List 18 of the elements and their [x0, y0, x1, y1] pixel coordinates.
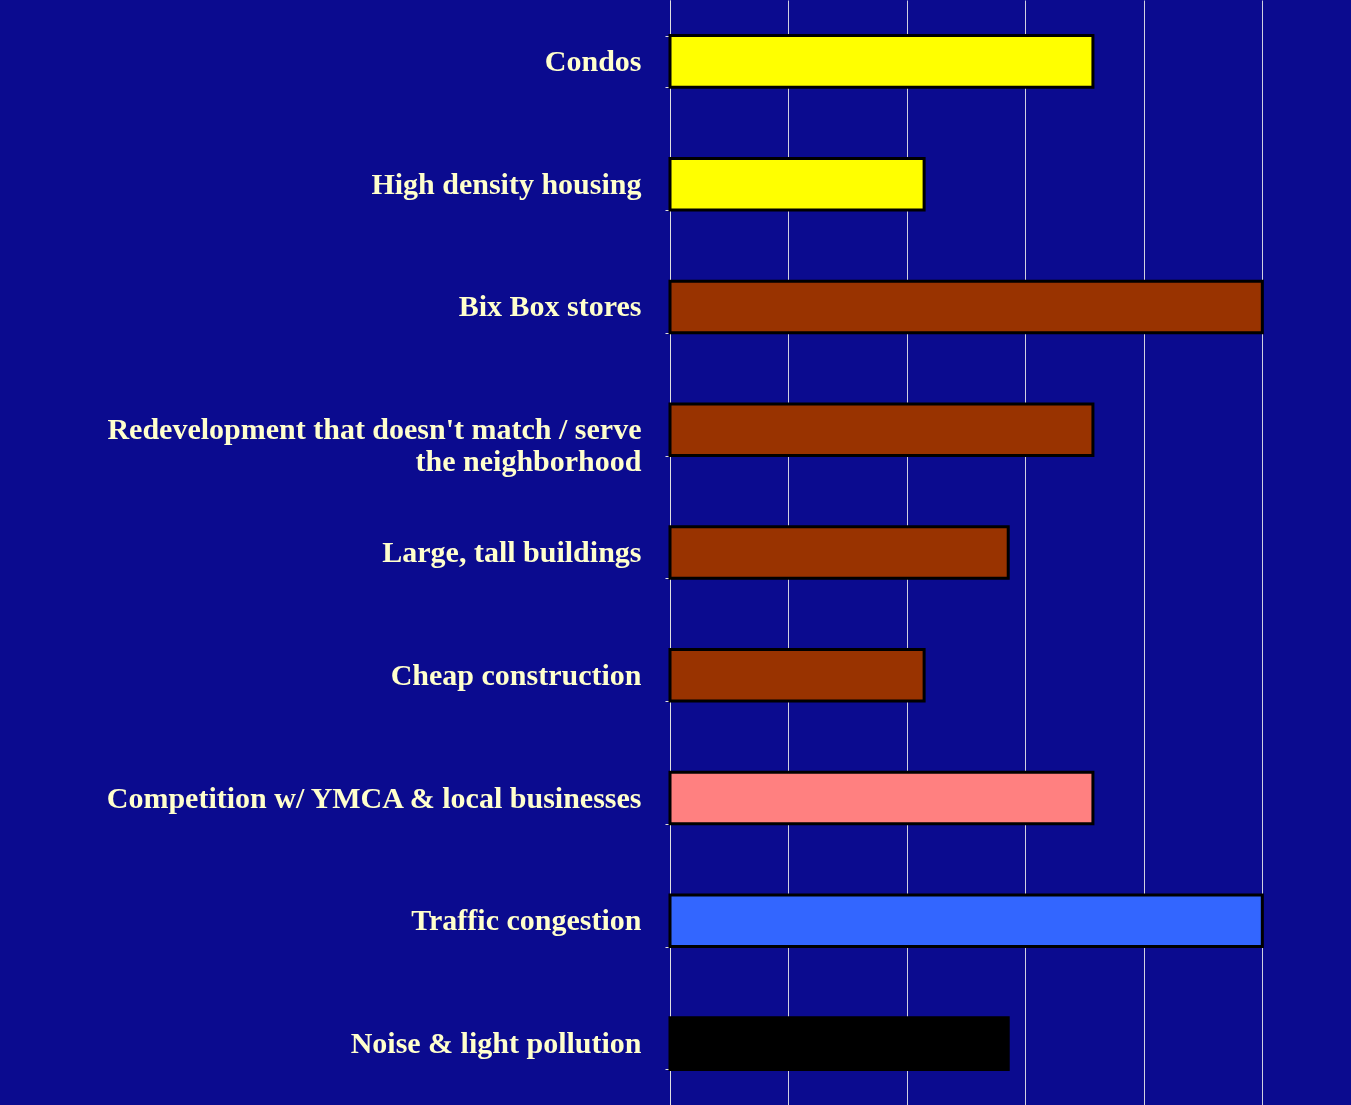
bar [668, 279, 1264, 335]
bar [668, 647, 926, 703]
bar [668, 402, 1095, 458]
y-tick-label: High density housing [371, 166, 642, 200]
bar [668, 34, 1095, 89]
bar [668, 893, 1264, 949]
bar [668, 1016, 1010, 1071]
y-tick-label: Noise & light pollution [350, 1026, 642, 1060]
bar [668, 770, 1095, 826]
y-tick-label: Bix Box stores [458, 289, 642, 323]
y-tick-label: Redevelopment that doesn't match / serve the neighborhood [107, 412, 642, 478]
bar [668, 525, 1010, 580]
y-tick-label: Condos [544, 43, 642, 77]
y-tick-label: Large, tall buildings [382, 535, 642, 568]
y-tick-label: Competition w/ YMCA & local businesses [106, 780, 642, 814]
y-tick-label: Traffic congestion [411, 903, 642, 937]
bar [668, 156, 926, 212]
y-tick-label: Cheap construction [390, 657, 642, 691]
